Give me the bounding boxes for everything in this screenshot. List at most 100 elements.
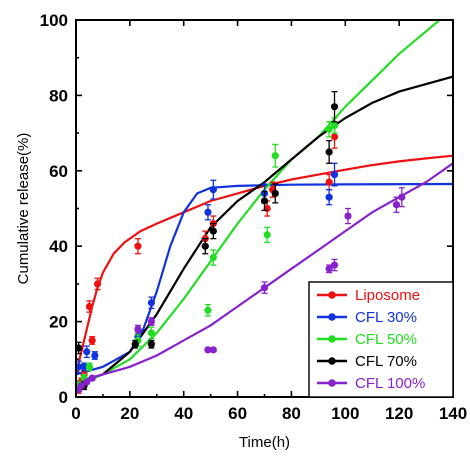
data-point <box>93 277 102 291</box>
marker <box>209 253 217 262</box>
marker <box>204 306 212 314</box>
marker <box>325 125 333 133</box>
legend-label: CFL 30% <box>355 309 417 326</box>
legend-entry: CFL 30% <box>317 309 417 326</box>
x-tick-label: 120 <box>385 404 413 423</box>
x-tick-label: 80 <box>282 404 301 423</box>
marker <box>325 148 333 156</box>
data-point <box>134 238 142 255</box>
data-point <box>260 190 269 212</box>
legend-label: Liposome <box>355 287 420 304</box>
x-axis-label: Time(h) <box>239 434 290 451</box>
data-point <box>325 139 333 164</box>
legend-entry: CFL 70% <box>317 353 417 370</box>
data-point <box>204 346 212 354</box>
legend-entry: Liposome <box>317 287 420 304</box>
data-point <box>85 362 94 372</box>
y-tick-label: 80 <box>49 86 68 105</box>
marker <box>330 133 339 141</box>
data-point <box>209 249 217 266</box>
data-point <box>147 339 155 349</box>
marker <box>271 152 279 160</box>
marker <box>85 302 94 311</box>
data-point <box>91 351 99 360</box>
marker <box>83 348 91 356</box>
data-point <box>80 362 88 372</box>
marker <box>80 363 88 371</box>
data-point <box>85 300 94 313</box>
marker <box>201 242 209 250</box>
marker <box>209 227 217 235</box>
marker <box>392 201 401 209</box>
marker <box>330 261 339 269</box>
marker <box>325 265 333 273</box>
x-tick-label: 20 <box>120 404 139 423</box>
data-point <box>147 317 155 327</box>
data-point <box>201 238 209 255</box>
marker <box>271 189 279 198</box>
marker <box>330 103 339 111</box>
legend-label: CFL 50% <box>355 331 417 348</box>
marker <box>77 382 85 390</box>
marker <box>147 329 155 337</box>
data-point <box>77 382 85 390</box>
data-point <box>147 296 155 310</box>
data-point <box>88 336 96 345</box>
marker <box>325 193 333 201</box>
marker <box>83 378 91 386</box>
x-tick-label: 140 <box>439 404 467 423</box>
data-point <box>209 179 217 200</box>
data-point <box>330 90 339 123</box>
data-point <box>263 226 271 244</box>
marker <box>147 299 155 307</box>
data-point <box>325 121 333 138</box>
data-point <box>325 264 333 274</box>
marker <box>344 212 352 220</box>
data-point <box>209 222 217 240</box>
marker <box>204 346 212 354</box>
legend-swatch-marker <box>328 357 336 365</box>
data-point <box>271 143 279 168</box>
data-point <box>330 162 339 187</box>
legend: Liposome CFL 30% CFL 50% CFL 70% CFL 100% <box>308 281 454 398</box>
data-point <box>147 326 155 340</box>
y-tick-label: 40 <box>49 237 68 256</box>
data-point <box>330 258 339 272</box>
marker <box>330 121 339 130</box>
marker <box>330 170 339 179</box>
data-point <box>131 339 139 349</box>
marker <box>260 197 269 205</box>
x-tick-label: 0 <box>71 404 80 423</box>
legend-swatch-marker <box>328 313 336 321</box>
axes-layer: 0 20 40 60 80 100 120 140 0 20 40 60 80 100 <box>40 11 468 423</box>
marker <box>260 284 269 292</box>
data-point <box>398 187 406 208</box>
data-point <box>209 346 217 354</box>
marker <box>204 208 212 216</box>
data-point <box>83 345 91 359</box>
y-tick-label: 100 <box>40 11 68 30</box>
data-point <box>134 324 142 334</box>
data-point <box>271 183 279 204</box>
marker <box>209 186 217 194</box>
marker <box>398 193 406 201</box>
legend-swatch-marker <box>328 379 336 387</box>
legend-swatch-marker <box>328 335 336 343</box>
marker <box>93 280 102 288</box>
data-point <box>83 378 91 386</box>
marker <box>88 336 96 345</box>
marker <box>91 351 99 360</box>
legend-label: CFL 70% <box>355 353 417 370</box>
marker <box>209 346 217 354</box>
marker <box>88 374 96 382</box>
x-tick-label: 40 <box>174 404 193 423</box>
y-tick-label: 60 <box>49 162 68 181</box>
y-tick-label: 20 <box>49 313 68 332</box>
legend-label: CFL 100% <box>355 375 425 392</box>
data-point <box>344 207 352 225</box>
data-point <box>204 303 212 317</box>
legend-swatch-marker <box>328 291 336 299</box>
marker <box>131 340 139 348</box>
y-axis-label: Cumulative release(%) <box>15 133 32 285</box>
